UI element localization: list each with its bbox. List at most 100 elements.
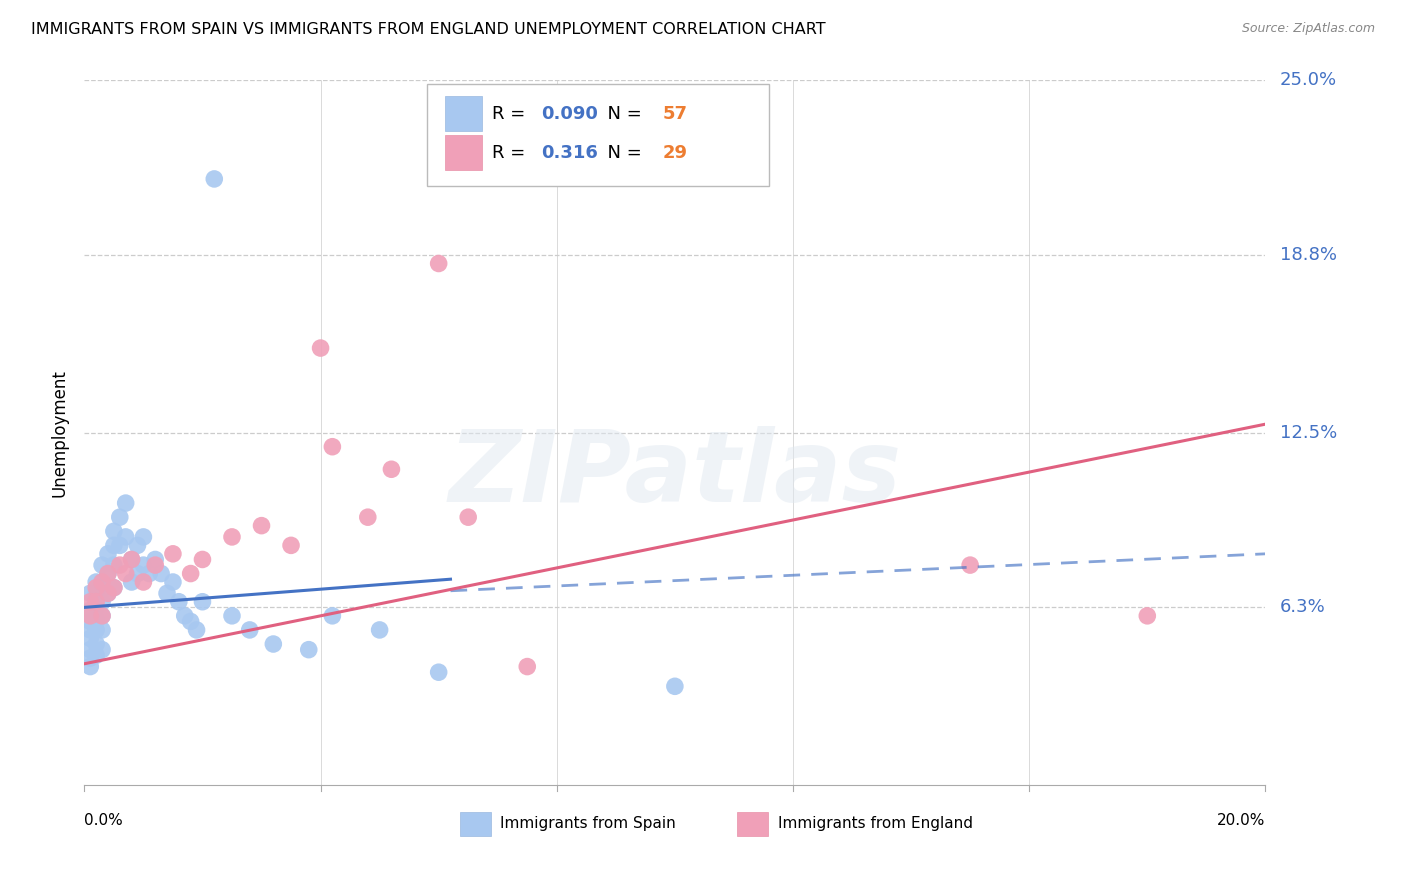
Point (108, 510, 131, 524)
Point (91, 608, 114, 623)
Point (143, 558, 166, 573)
Point (143, 552, 166, 566)
Point (132, 530, 155, 544)
Point (114, 496, 136, 510)
Point (91, 574, 114, 589)
Text: N =: N = (596, 144, 647, 161)
Text: 0.090: 0.090 (541, 105, 599, 123)
Text: Source: ZipAtlas.com: Source: ZipAtlas.com (1241, 22, 1375, 36)
Point (79, 615, 101, 629)
Point (84, 648, 107, 663)
Point (97, 586, 120, 600)
Text: 6.3%: 6.3% (1279, 599, 1326, 616)
Point (84, 612, 107, 626)
Point (79, 632, 101, 646)
Point (132, 558, 155, 573)
Point (103, 538, 125, 552)
Point (108, 558, 131, 573)
Point (298, 642, 321, 657)
Text: 29: 29 (664, 144, 688, 161)
Point (121, 552, 143, 566)
Point (162, 547, 184, 561)
Point (84, 586, 107, 600)
Point (138, 566, 160, 581)
Point (202, 172, 225, 186)
Text: ZIPatlas: ZIPatlas (449, 426, 901, 524)
Text: IMMIGRANTS FROM SPAIN VS IMMIGRANTS FROM ENGLAND UNEMPLOYMENT CORRELATION CHART: IMMIGRANTS FROM SPAIN VS IMMIGRANTS FROM… (31, 22, 825, 37)
Point (79, 586, 101, 600)
Point (97, 586, 120, 600)
Point (79, 642, 101, 657)
Text: 18.8%: 18.8% (1279, 246, 1337, 264)
Point (309, 341, 332, 355)
Point (79, 651, 101, 665)
Point (84, 595, 107, 609)
Point (959, 558, 981, 573)
Point (91, 642, 114, 657)
Point (103, 524, 125, 539)
Point (516, 659, 538, 673)
Point (121, 552, 143, 566)
Point (91, 608, 114, 623)
Point (167, 595, 190, 609)
Point (79, 603, 101, 617)
Point (186, 623, 208, 637)
Text: 0.0%: 0.0% (84, 814, 124, 828)
Point (79, 608, 101, 623)
Point (91, 623, 114, 637)
Point (121, 574, 143, 589)
Point (180, 615, 202, 629)
Point (156, 586, 179, 600)
Point (79, 595, 101, 609)
Point (114, 566, 136, 581)
Point (84, 637, 107, 651)
Point (664, 679, 686, 693)
Point (221, 608, 243, 623)
Text: N =: N = (596, 105, 647, 123)
Text: 25.0%: 25.0% (1279, 71, 1337, 89)
FancyBboxPatch shape (444, 96, 482, 131)
Point (180, 566, 202, 581)
Point (97, 566, 120, 581)
Point (162, 574, 184, 589)
Point (84, 574, 107, 589)
Point (103, 581, 125, 595)
FancyBboxPatch shape (738, 812, 768, 836)
Point (321, 440, 343, 454)
FancyBboxPatch shape (460, 812, 491, 836)
Point (91, 558, 114, 573)
Point (79, 659, 101, 673)
Point (239, 623, 262, 637)
Point (108, 538, 131, 552)
Point (357, 510, 380, 524)
Point (427, 665, 450, 680)
Point (221, 530, 243, 544)
Point (97, 547, 120, 561)
Point (103, 581, 125, 595)
Text: R =: R = (492, 144, 537, 161)
Point (84, 600, 107, 615)
Text: Immigrants from England: Immigrants from England (778, 816, 973, 831)
Point (114, 530, 136, 544)
Point (91, 595, 114, 609)
Point (191, 595, 214, 609)
FancyBboxPatch shape (427, 84, 769, 186)
Y-axis label: Unemployment: Unemployment (51, 368, 69, 497)
Point (97, 566, 120, 581)
Point (103, 558, 125, 573)
Point (173, 608, 195, 623)
Text: R =: R = (492, 105, 531, 123)
Text: 20.0%: 20.0% (1218, 814, 1265, 828)
Point (280, 538, 302, 552)
Text: 57: 57 (664, 105, 688, 123)
Text: Immigrants from Spain: Immigrants from Spain (501, 816, 676, 831)
Point (457, 510, 479, 524)
Text: 0.316: 0.316 (541, 144, 599, 161)
Point (84, 581, 107, 595)
Point (84, 623, 107, 637)
Point (132, 574, 155, 589)
Point (262, 637, 284, 651)
Point (91, 574, 114, 589)
Point (127, 566, 149, 581)
Point (127, 538, 149, 552)
